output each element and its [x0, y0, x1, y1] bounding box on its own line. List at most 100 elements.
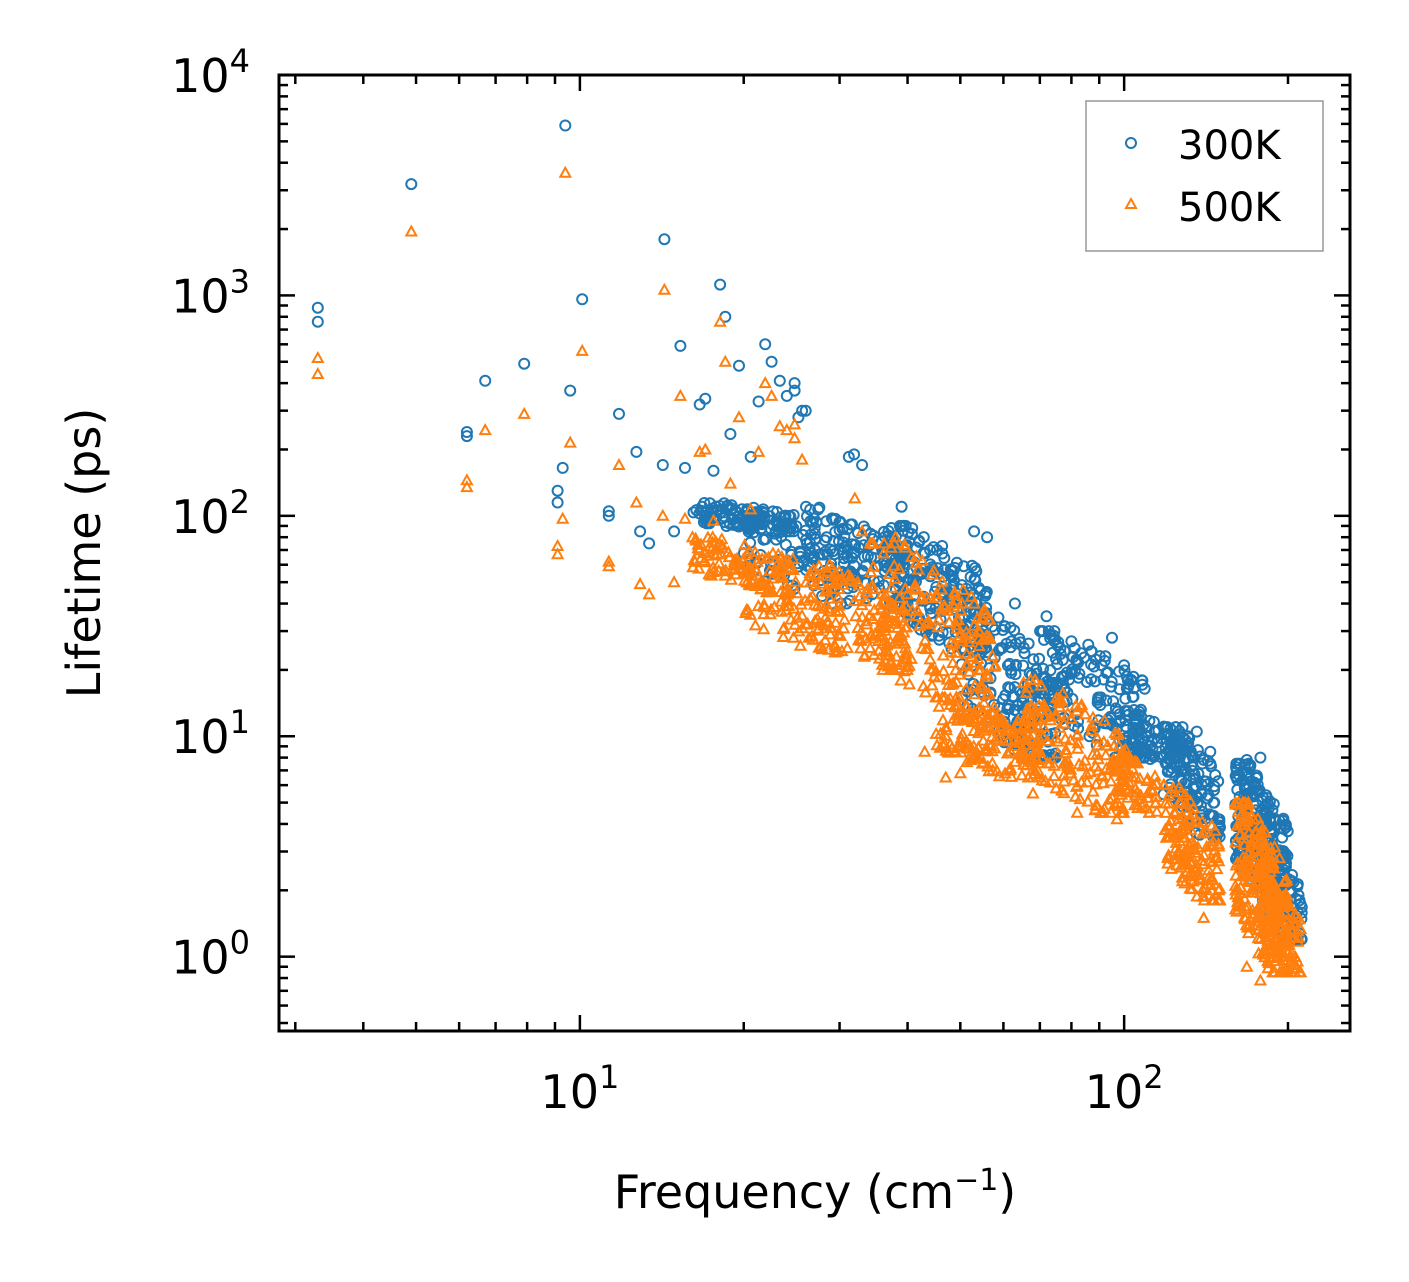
point-300k-619 [1005, 635, 1018, 648]
point-300k-1439 [556, 461, 569, 474]
point-500k-1042 [1189, 813, 1204, 826]
point-500k-821 [1074, 697, 1089, 710]
point-500k-1221 [1279, 872, 1294, 885]
point-300k-101 [711, 505, 724, 518]
point-300k-191 [759, 533, 772, 546]
point-500k-505 [940, 672, 954, 685]
point-500k-256 [831, 590, 845, 603]
point-300k-1430 [311, 301, 324, 314]
point-500k-998 [1197, 848, 1211, 861]
point-500k-1440 [656, 508, 670, 521]
point-500k-189 [753, 577, 767, 590]
point-500k-1424 [460, 480, 474, 493]
point-300k-1488 [1176, 721, 1189, 734]
point-300k-1330 [1230, 761, 1243, 774]
point-500k-1026 [1162, 788, 1176, 801]
point-500k-765 [1099, 748, 1113, 761]
point-500k-251 [817, 618, 831, 631]
point-500k-1037 [1191, 859, 1205, 872]
y-tick-label-4: 104 [171, 42, 250, 103]
point-500k-756 [1047, 769, 1061, 782]
point-500k-719 [1035, 751, 1049, 764]
point-300k-845 [1095, 659, 1108, 672]
point-300k-832 [1037, 662, 1050, 675]
point-500k-941 [1159, 805, 1173, 818]
point-500k-884 [1116, 771, 1130, 784]
point-500k-112 [790, 586, 804, 599]
point-500k-1469 [1110, 812, 1124, 825]
point-300k-1069 [1200, 775, 1212, 788]
point-500k-507 [959, 625, 973, 638]
point-500k-180 [818, 633, 832, 646]
point-500k-29 [786, 551, 800, 564]
point-300k-1483 [1008, 597, 1021, 610]
point-300k-689 [1002, 681, 1015, 694]
legend-box [1085, 100, 1324, 252]
point-500k-455 [947, 585, 962, 598]
point-300k-852 [1138, 682, 1151, 695]
point-300k-1465 [773, 374, 786, 387]
point-500k-492 [948, 663, 963, 676]
point-500k-599 [985, 729, 999, 742]
point-500k-1161 [1230, 855, 1245, 868]
point-500k-229 [821, 601, 836, 614]
point-500k-198 [866, 611, 880, 624]
point-300k-831 [1078, 651, 1091, 664]
point-500k-490 [900, 587, 914, 600]
point-500k-1433 [602, 554, 616, 567]
point-500k-517 [921, 642, 935, 655]
point-300k-680 [1027, 653, 1040, 666]
point-300k-779 [1085, 645, 1098, 658]
point-500k-830 [1058, 756, 1072, 769]
point-500k-1283 [1252, 910, 1266, 923]
point-500k-390 [967, 618, 981, 631]
point-300k-312 [833, 524, 846, 537]
point-500k-88 [761, 550, 776, 563]
point-300k-1492 [1240, 754, 1253, 766]
point-300k-1480 [924, 544, 937, 556]
point-500k-844 [1068, 789, 1083, 802]
point-500k-1357 [1292, 912, 1307, 925]
point-300k-1484 [1040, 610, 1053, 623]
point-500k-526 [918, 685, 933, 698]
point-500k-792 [1096, 776, 1111, 789]
point-500k-642 [969, 706, 983, 719]
point-500k-93 [710, 547, 725, 560]
point-300k-946 [1147, 715, 1160, 728]
point-500k-384 [902, 658, 916, 671]
point-500k-503 [929, 590, 944, 603]
point-500k-1415 [1264, 884, 1278, 897]
point-500k-780 [1057, 716, 1071, 729]
point-500k-469 [935, 582, 949, 595]
point-500k-648 [986, 705, 1001, 718]
point-500k-838 [1056, 686, 1070, 699]
point-500k-516 [982, 686, 996, 699]
point-500k-771 [1063, 762, 1078, 775]
point-300k-511 [878, 531, 891, 543]
point-500k-1317 [1251, 901, 1265, 914]
point-500k-905 [1113, 780, 1127, 793]
point-300k-749 [1113, 683, 1126, 696]
point-500k-1408 [1269, 931, 1283, 944]
point-500k-305 [860, 585, 874, 598]
point-300k-1477 [856, 459, 869, 471]
point-300k-1438 [551, 496, 564, 509]
point-500k-1301 [1228, 797, 1243, 810]
point-500k-1418 [1281, 925, 1295, 938]
point-500k-6 [740, 547, 754, 560]
point-500k-435 [946, 655, 960, 668]
point-300k-631 [994, 642, 1007, 655]
point-500k-465 [950, 621, 964, 634]
point-300k-1446 [630, 445, 643, 458]
point-500k-1061 [1193, 868, 1207, 881]
point-500k-1314 [1238, 795, 1252, 808]
point-500k-55 [782, 561, 796, 574]
point-500k-1311 [1248, 824, 1262, 837]
point-500k-1448 [718, 354, 732, 367]
point-500k-271 [855, 598, 869, 611]
point-500k-917 [1142, 805, 1156, 818]
point-500k-1038 [1181, 805, 1195, 818]
point-500k-818 [1066, 773, 1081, 786]
point-300k-696 [996, 624, 1009, 636]
point-500k-696 [1034, 678, 1048, 691]
